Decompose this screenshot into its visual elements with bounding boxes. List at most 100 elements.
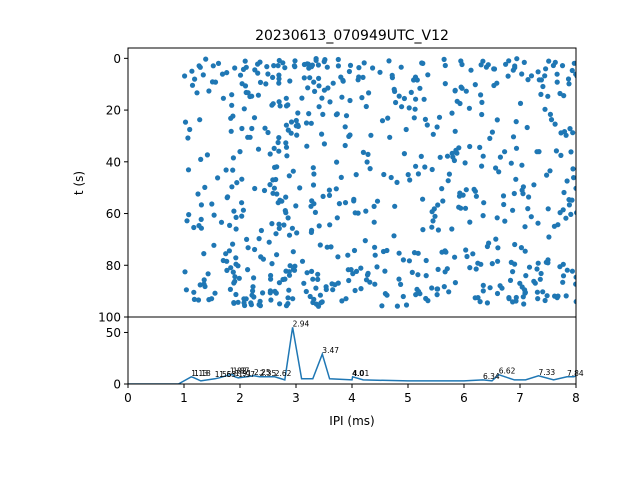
raster-point xyxy=(456,145,462,151)
raster-point xyxy=(346,68,352,75)
raster-point xyxy=(517,280,523,286)
raster-point xyxy=(411,250,418,256)
raster-point xyxy=(244,236,250,242)
raster-point xyxy=(248,300,254,306)
histogram-y-tick-label: 0 xyxy=(113,378,121,392)
raster-point xyxy=(398,281,404,287)
raster-point xyxy=(568,211,574,217)
raster-point xyxy=(546,234,552,240)
raster-point xyxy=(330,80,336,86)
raster-point xyxy=(290,296,296,302)
raster-point xyxy=(396,276,402,282)
raster-point xyxy=(288,119,295,125)
raster-point xyxy=(570,130,576,136)
raster-point xyxy=(270,74,276,80)
raster-point xyxy=(301,75,307,81)
raster-point xyxy=(413,96,419,102)
raster-point xyxy=(419,60,425,66)
raster-point xyxy=(571,60,576,66)
raster-point xyxy=(286,269,292,275)
raster-point xyxy=(552,59,558,65)
raster-point xyxy=(241,300,247,306)
raster-point xyxy=(290,249,296,255)
raster-point xyxy=(285,215,291,221)
raster-point xyxy=(430,218,436,224)
raster-point xyxy=(491,66,497,72)
raster-points xyxy=(182,56,576,309)
raster-point xyxy=(441,284,447,290)
raster-point xyxy=(360,74,366,80)
raster-point xyxy=(336,201,342,207)
raster-point xyxy=(262,125,268,131)
raster-point xyxy=(502,149,508,155)
raster-point xyxy=(500,193,507,199)
raster-point xyxy=(287,263,293,269)
raster-point xyxy=(189,68,195,74)
raster-point xyxy=(514,56,520,62)
raster-point xyxy=(317,292,323,298)
chart-title: 20230613_070949UTC_V12 xyxy=(255,28,449,44)
raster-point xyxy=(502,218,508,224)
peak-label: 1.97 xyxy=(238,370,255,379)
raster-point xyxy=(201,251,207,257)
raster-point xyxy=(501,201,507,208)
raster-point xyxy=(356,74,362,80)
raster-point xyxy=(233,226,239,232)
raster-point xyxy=(566,202,573,208)
raster-point xyxy=(425,72,431,78)
raster-point xyxy=(394,179,400,185)
raster-point xyxy=(194,90,200,96)
raster-point xyxy=(534,149,540,155)
raster-point xyxy=(257,79,264,85)
raster-point xyxy=(547,168,553,174)
raster-point xyxy=(525,77,531,83)
raster-point xyxy=(313,57,319,64)
raster-point xyxy=(389,72,395,78)
raster-point xyxy=(551,223,558,229)
raster-point xyxy=(479,163,485,169)
raster-point xyxy=(335,280,341,286)
raster-point xyxy=(452,128,458,134)
raster-point xyxy=(536,77,542,83)
raster-point xyxy=(544,172,550,178)
raster-point xyxy=(558,130,564,136)
raster-point xyxy=(230,167,236,173)
raster-point xyxy=(464,253,470,260)
raster-point xyxy=(429,166,435,173)
raster-point xyxy=(487,285,493,291)
raster-point xyxy=(303,120,310,126)
raster-point xyxy=(233,214,239,220)
peak-labels: 1.131.18 1.551.631.821.871.911.972.252.35… xyxy=(191,319,584,381)
raster-point xyxy=(229,184,235,190)
raster-point xyxy=(442,62,448,69)
raster-point xyxy=(206,88,212,94)
raster-point xyxy=(564,178,570,184)
raster-point xyxy=(528,73,535,79)
raster-point xyxy=(545,93,551,99)
raster-point xyxy=(538,91,544,97)
raster-point xyxy=(538,270,544,277)
raster-point xyxy=(293,203,299,209)
raster-point xyxy=(282,65,288,71)
raster-point xyxy=(316,75,322,81)
raster-point xyxy=(277,301,283,307)
raster-point xyxy=(422,164,428,170)
raster-point xyxy=(347,97,353,104)
raster-point xyxy=(524,124,530,131)
peak-label: 1.82 xyxy=(230,367,247,376)
raster-point xyxy=(270,190,276,196)
raster-point xyxy=(305,61,311,67)
peak-label: 7.84 xyxy=(567,369,584,378)
raster-point xyxy=(384,247,390,254)
raster-point xyxy=(358,265,364,271)
raster-point xyxy=(372,252,378,258)
raster-point xyxy=(494,215,500,221)
raster-point xyxy=(339,298,345,304)
raster-point xyxy=(557,90,563,97)
raster-point xyxy=(545,206,551,212)
raster-point xyxy=(247,93,253,100)
raster-point xyxy=(320,111,326,117)
raster-point xyxy=(446,289,452,295)
raster-point xyxy=(429,224,435,230)
